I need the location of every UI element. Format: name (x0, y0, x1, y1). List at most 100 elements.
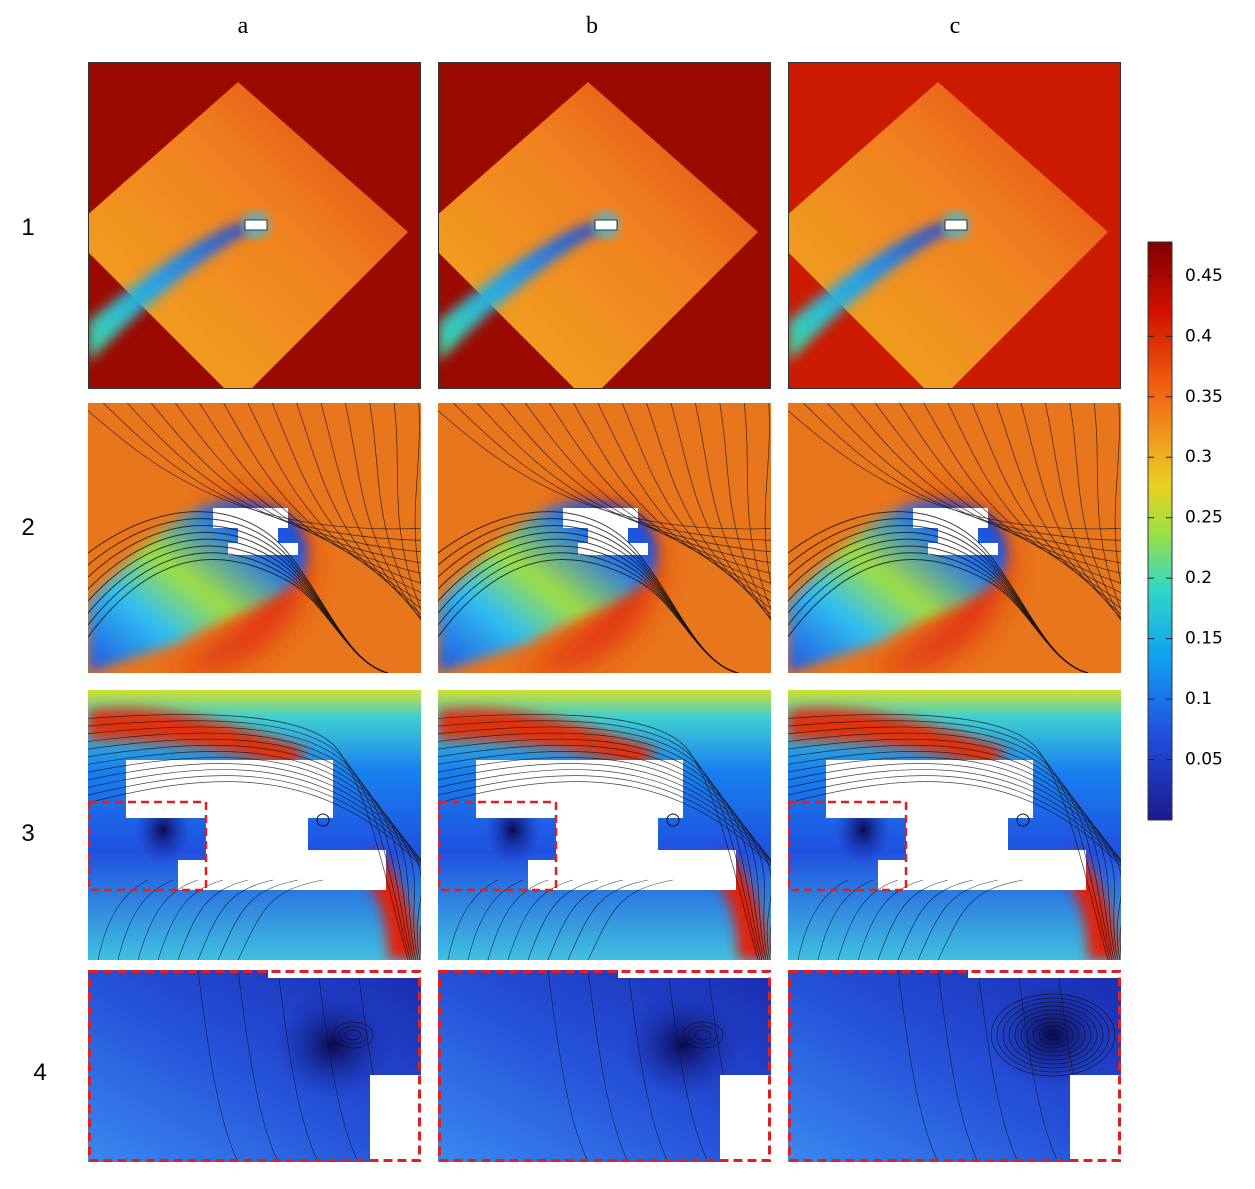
colorbar-tick-label: 0.15 (1185, 629, 1223, 649)
vortex-core (666, 813, 680, 827)
streamline (88, 781, 421, 867)
streamline (438, 732, 765, 960)
frame (438, 62, 771, 389)
streamline (764, 403, 771, 585)
streamline (1002, 1001, 1104, 1069)
streamline (369, 403, 421, 619)
streamline (587, 879, 674, 960)
streamline (587, 970, 629, 1162)
streamline (897, 970, 939, 1162)
streamline (467, 879, 524, 960)
streamline (296, 403, 421, 615)
body (1070, 1075, 1121, 1162)
streamline (837, 879, 899, 960)
streamline (850, 403, 1121, 564)
streamline (117, 879, 174, 960)
domain (788, 82, 1108, 389)
body (268, 970, 421, 978)
streamline (199, 403, 421, 584)
streamline (1044, 403, 1121, 621)
streamline (438, 757, 771, 956)
colorbar-tick-label: 0.25 (1185, 508, 1223, 528)
streamline (1017, 970, 1059, 1162)
colorbar-tick-label: 0.05 (1185, 750, 1223, 770)
streamline (177, 879, 249, 960)
streamline (1008, 1005, 1098, 1065)
panel (438, 970, 771, 1162)
streamline (897, 879, 974, 960)
streamline (332, 1021, 374, 1049)
streamline (971, 403, 1121, 609)
frame (788, 62, 1121, 389)
vortex-core (1016, 813, 1030, 827)
row-label: 2 (21, 514, 34, 541)
body (618, 970, 771, 978)
red-jet (88, 708, 308, 770)
streamline (646, 403, 771, 615)
streamline (500, 403, 771, 564)
streamline (977, 970, 1019, 1162)
streamline (247, 403, 421, 602)
streamline (670, 403, 771, 619)
vortex (623, 990, 743, 1100)
panel (438, 403, 771, 673)
streamline (88, 558, 389, 673)
frame (88, 62, 421, 389)
zoom-border (88, 970, 421, 1162)
streamline (1026, 1017, 1080, 1053)
streamline (137, 879, 199, 960)
streamline (788, 714, 1109, 960)
body (968, 970, 1121, 978)
streamline (788, 726, 1113, 960)
streamline (393, 403, 421, 611)
colorbar-tick-label: 0.45 (1185, 266, 1223, 286)
wake (788, 222, 953, 362)
streamline (788, 775, 1121, 864)
streamline (438, 763, 771, 861)
streamline (597, 403, 771, 602)
streamline (788, 410, 1121, 530)
streamline (197, 879, 274, 960)
streamline (1032, 1021, 1074, 1049)
streamline (438, 775, 771, 864)
streamline (88, 763, 421, 861)
streamline (788, 744, 1119, 960)
streamline (88, 757, 421, 956)
streamline (990, 993, 1116, 1077)
panel (88, 62, 421, 389)
panel (788, 62, 1121, 389)
streamline (788, 751, 1121, 960)
streamline (923, 403, 1121, 593)
streamline (788, 769, 1121, 862)
streamline (817, 879, 874, 960)
streamline (797, 879, 849, 960)
body (594, 219, 618, 231)
panel (438, 690, 771, 960)
zoom-box (88, 800, 208, 892)
streamline (667, 970, 709, 1162)
streamline (88, 720, 411, 960)
streamline (917, 879, 999, 960)
streamline (438, 410, 771, 530)
streamline (694, 1029, 712, 1041)
streamline (438, 558, 739, 673)
vortex-core (316, 813, 330, 827)
zoom-box (438, 800, 558, 892)
streamline (88, 744, 419, 960)
streamline (277, 970, 319, 1162)
colorbar (1147, 241, 1173, 821)
streamline (788, 757, 1121, 956)
streamline (1069, 403, 1121, 619)
streamline (874, 403, 1121, 574)
streamline (788, 720, 1111, 960)
streamline (1014, 1009, 1092, 1061)
streamline (438, 726, 763, 960)
streamline (150, 403, 421, 564)
streamline (476, 403, 771, 553)
streamline (743, 403, 771, 611)
streamline (826, 403, 1121, 553)
streamline (573, 403, 771, 593)
panel (788, 970, 1121, 1162)
streamline (487, 879, 549, 960)
streamline (344, 403, 421, 621)
